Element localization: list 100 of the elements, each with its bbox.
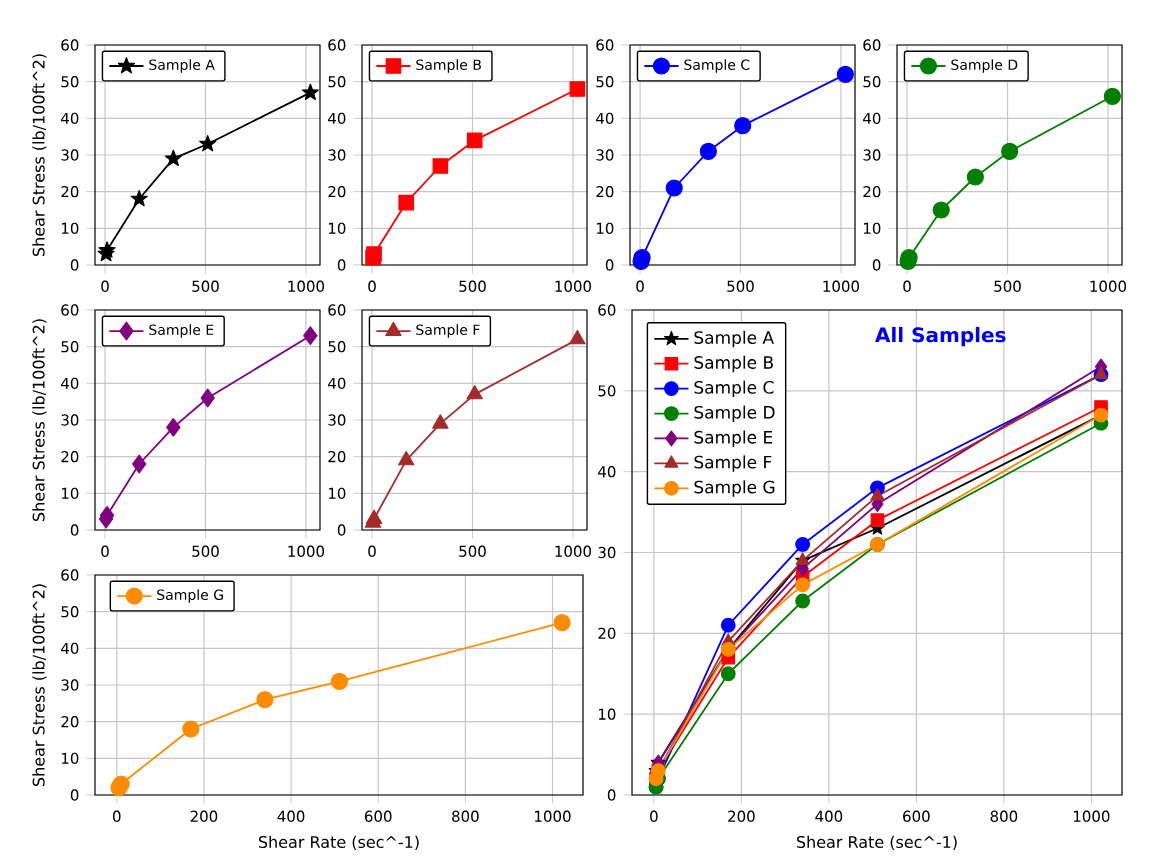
- y-tick-label: 20: [61, 185, 79, 198]
- y-tick-label: 10: [328, 487, 346, 500]
- y-tick-label: 30: [328, 149, 346, 161]
- y-tick-label: 60: [61, 304, 79, 316]
- legend-label: Sample F: [416, 324, 480, 338]
- y-tick-label: 20: [328, 185, 346, 198]
- legend-label: Sample B: [694, 355, 773, 373]
- y-tick-label: 30: [328, 414, 346, 426]
- x-tick-label: 1000: [555, 280, 592, 292]
- x-tick-label: 800: [452, 810, 479, 822]
- y-tick-label: 0: [70, 259, 79, 271]
- text: All Samples: [875, 326, 1006, 347]
- legend-label: Sample E: [149, 324, 214, 338]
- x-tick-label: 0: [650, 810, 658, 822]
- x-tick-label: 0: [903, 280, 911, 292]
- y-tick-label: 40: [61, 642, 79, 655]
- x-axis-title: Shear Rate (sec^-1): [258, 835, 419, 850]
- y-tick-label: 50: [863, 75, 881, 88]
- y-tick-label: 40: [596, 112, 614, 125]
- y-tick-label: 40: [61, 112, 79, 125]
- y-tick-label: 10: [61, 752, 79, 765]
- y-axis-title: Shear Stress (lb/100ft^2): [32, 319, 47, 521]
- x-tick-label: 1000: [535, 810, 571, 822]
- y-tick-label: 60: [598, 304, 616, 316]
- y-tick-label: 20: [61, 450, 79, 463]
- y-tick-label: 30: [61, 149, 79, 161]
- y-tick-label: 10: [596, 222, 614, 234]
- x-tick-label: 800: [990, 810, 1018, 822]
- x-tick-label: 500: [727, 280, 754, 292]
- y-tick-label: 40: [328, 377, 346, 390]
- x-tick-label: 0: [113, 810, 121, 822]
- legend-label: Sample F: [694, 455, 772, 472]
- y-tick-label: 0: [337, 259, 346, 271]
- y-tick-label: 50: [328, 341, 346, 353]
- y-tick-label: 40: [598, 465, 616, 478]
- legend-label: Sample A: [149, 59, 215, 73]
- x-tick-label: 400: [815, 810, 843, 822]
- y-tick-label: 60: [863, 39, 881, 51]
- y-tick-label: 0: [607, 789, 616, 801]
- legend-label: Sample E: [694, 430, 773, 447]
- y-axis-title: Shear Stress (lb/100ft^2): [32, 584, 47, 786]
- y-tick-label: 20: [863, 185, 881, 198]
- y-tick-label: 0: [872, 259, 881, 271]
- y-tick-label: 30: [61, 679, 79, 691]
- legend-label: Sample A: [694, 330, 774, 348]
- y-axis-title: Shear Stress (lb/100ft^2): [32, 54, 47, 256]
- y-tick-label: 50: [61, 606, 79, 618]
- y-tick-label: 60: [328, 304, 346, 316]
- x-tick-label: 600: [903, 810, 930, 822]
- y-tick-label: 60: [61, 569, 79, 581]
- x-tick-label: 0: [368, 545, 376, 557]
- y-tick-label: 0: [605, 259, 614, 271]
- x-tick-label: 500: [459, 280, 486, 292]
- x-tick-label: 0: [636, 280, 644, 292]
- x-tick-label: 500: [459, 545, 486, 557]
- y-tick-label: 10: [61, 222, 79, 234]
- y-tick-label: 50: [61, 75, 79, 88]
- legend-label: Sample C: [684, 59, 750, 73]
- legend-label: Sample D: [694, 405, 775, 423]
- legend-label: Sample B: [416, 59, 481, 73]
- x-tick-label: 1000: [1073, 810, 1110, 822]
- x-tick-label: 1000: [288, 545, 325, 557]
- x-tick-label: 1000: [555, 545, 592, 557]
- y-tick-label: 0: [70, 524, 79, 536]
- x-tick-label: 500: [192, 280, 219, 292]
- legend-label: Sample D: [951, 59, 1018, 73]
- y-tick-label: 10: [863, 222, 881, 234]
- y-tick-label: 60: [61, 39, 79, 51]
- y-tick-label: 30: [863, 149, 881, 161]
- y-tick-label: 50: [596, 75, 614, 88]
- x-tick-label: 0: [101, 545, 109, 557]
- x-tick-label: 0: [368, 280, 376, 292]
- x-tick-label: 500: [192, 545, 219, 557]
- y-tick-label: 30: [596, 149, 614, 161]
- x-tick-label: 200: [728, 810, 755, 822]
- legend-label: Sample G: [694, 480, 775, 497]
- legend-label: Sample C: [694, 380, 774, 398]
- y-tick-label: 50: [328, 75, 346, 88]
- y-tick-label: 10: [328, 222, 346, 234]
- y-tick-label: 20: [61, 716, 79, 728]
- y-tick-label: 40: [328, 112, 346, 125]
- x-axis-title: Shear Rate (sec^-1): [796, 835, 957, 850]
- y-tick-label: 60: [596, 39, 614, 51]
- y-tick-label: 30: [61, 414, 79, 426]
- y-tick-label: 30: [598, 546, 616, 559]
- y-tick-label: 50: [61, 341, 79, 353]
- y-tick-label: 10: [598, 708, 616, 720]
- x-tick-label: 1000: [823, 280, 860, 292]
- x-tick-label: 0: [101, 280, 109, 292]
- y-tick-label: 0: [70, 789, 79, 801]
- y-tick-label: 20: [596, 185, 614, 198]
- legend-label: Sample G: [157, 589, 223, 603]
- y-tick-label: 60: [328, 39, 346, 51]
- x-tick-label: 200: [190, 810, 218, 822]
- x-tick-label: 400: [277, 810, 305, 822]
- y-tick-label: 20: [598, 627, 616, 640]
- x-tick-label: 1000: [288, 280, 325, 292]
- y-tick-label: 40: [863, 112, 881, 125]
- x-tick-label: 1000: [1090, 280, 1127, 292]
- y-tick-label: 40: [61, 377, 79, 390]
